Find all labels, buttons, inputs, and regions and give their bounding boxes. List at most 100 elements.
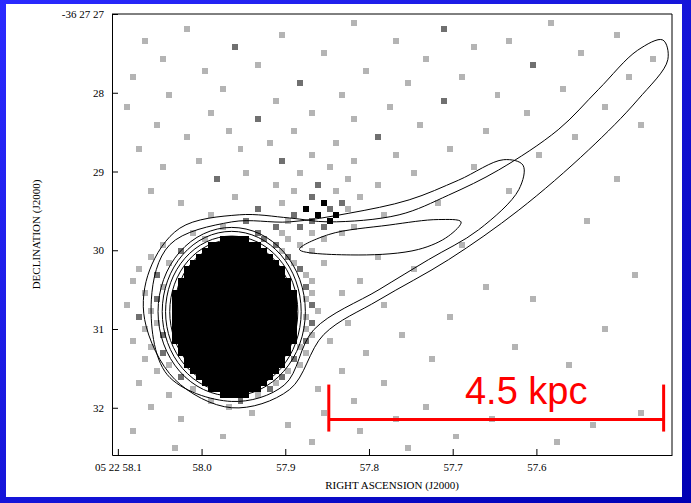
tick-mark [118,449,119,455]
xray-pixel [530,296,536,302]
y-axis: -36 27 272829303132 [62,8,118,455]
xray-image [124,20,656,451]
xray-pixel [638,122,644,128]
xray-pixel [345,320,351,326]
xray-pixel [339,368,345,374]
xray-pixel [429,356,435,362]
xray-pixel [512,344,518,350]
xray-pixel [238,146,244,152]
tick-mark [285,449,286,455]
xray-pixel [303,284,309,290]
xray-pixel [166,362,172,368]
xray-pixel [602,104,608,110]
background [0,0,691,503]
xray-pixel [142,38,148,44]
xray-pixel [632,272,638,278]
xray-pixel [273,224,279,230]
tick-mark [112,408,118,409]
xray-pixel [321,200,327,206]
xray-pixel [536,152,542,158]
xray-pixel [297,242,303,248]
xray-pixel [363,350,369,356]
xray-pixel [309,290,315,296]
xray-pixel [285,422,291,428]
xray-core [172,308,298,314]
tick: 57.6 [527,449,547,473]
xray-pixel [381,212,387,218]
tick: 28 [93,87,118,99]
xray-pixel [279,158,285,164]
tick-label: 57.8 [360,461,380,473]
core-contour [170,240,294,383]
xray-pixel [309,320,315,326]
xray-pixel [160,164,166,170]
xray-pixel [321,260,327,266]
tick-mark [112,329,118,330]
xray-pixel [130,74,136,80]
xray-pixel [291,128,297,134]
axis-line [112,15,113,456]
xray-pixel [459,74,465,80]
xray-pixel [381,302,387,308]
xray-pixel [130,428,136,434]
xray-pixel [184,26,190,32]
xray-pixel [267,140,273,146]
tick-label: -36 27 27 [62,8,105,20]
xray-pixel [315,308,321,314]
xray-core [172,320,298,326]
xray-pixel [441,26,447,32]
xray-pixel [309,302,315,308]
xray-pixel [375,182,381,188]
xray-pixel [303,350,309,356]
xray-pixel [285,236,291,242]
scale-bar-line [329,418,664,421]
xray-pixel [124,302,130,308]
xray-pixel [351,398,357,404]
xray-pixel [297,224,303,230]
xray-pixel [154,368,160,374]
xray-pixel [357,428,363,434]
tick: 31 [93,323,118,335]
xray-pixel [411,170,417,176]
xray-pixel [184,134,190,140]
xray-pixel [220,434,226,440]
tick-mark [536,449,537,455]
xray-pixel [202,68,208,74]
xray-pixel [387,104,393,110]
xray-pixel [375,134,381,140]
xray-pixel [584,218,590,224]
tick: 58.0 [192,449,212,473]
xray-pixel [238,398,244,404]
xray-pixel [650,56,656,62]
xray-pixel [447,146,453,152]
xray-pixel [136,380,142,386]
xray-pixel [327,206,333,212]
y-axis-title: DECLINATION (J2000) [30,179,43,289]
xray-pixel [351,20,357,26]
xray-pixel [471,44,477,50]
xray-pixel [417,122,423,128]
core-contour [181,252,281,372]
xray-pixel [315,386,321,392]
xray-pixel [423,56,429,62]
xray-pixel [626,74,632,80]
xray-pixel [166,392,172,398]
xray-pixel [160,350,166,356]
xray-pixel [590,422,596,428]
xray-core [172,296,298,302]
xray-pixel [548,20,554,26]
xray-pixel [297,170,303,176]
xray-pixel [638,410,644,416]
scale-bar-end [327,385,330,432]
xray-pixel [566,362,572,368]
xray-pixel [339,200,345,206]
xray-pixel [136,146,142,152]
xray-pixel [614,176,620,182]
xray-pixel [327,218,333,224]
xray-pixel [279,32,285,38]
radio-contour [299,219,461,255]
xray-pixel [405,80,411,86]
xray-pixel [303,272,309,278]
core-contour [166,236,298,387]
xray-pixel [208,212,214,218]
